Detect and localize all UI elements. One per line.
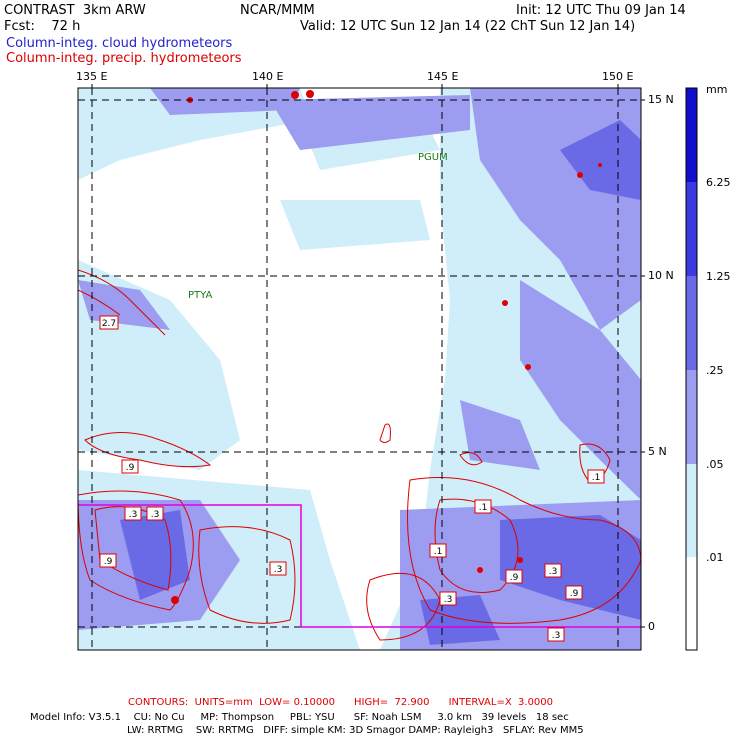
colorbar-label: .25	[706, 364, 724, 377]
colorbar-label: .01	[706, 551, 724, 564]
model-info-line2: LW: RRTMG SW: RRTMG DIFF: simple KM: 3D …	[127, 725, 584, 736]
colorbar-unit: mm	[706, 83, 728, 96]
center-title: NCAR/MMM	[240, 3, 315, 18]
model-title: CONTRAST 3km ARW	[4, 3, 146, 18]
init-time: Init: 12 UTC Thu 09 Jan 14	[516, 3, 686, 18]
contour-label: .3	[552, 631, 561, 641]
contour-label: .3	[151, 510, 160, 520]
lon-tick-label: 150 E	[602, 70, 634, 83]
contour-label: .1	[434, 547, 443, 557]
lon-tick-label: 135 E	[76, 70, 108, 83]
nested-domain-box	[78, 504, 641, 628]
lon-tick-label: 140 E	[252, 70, 284, 83]
lon-tick-label: 145 E	[427, 70, 459, 83]
contour-info: CONTOURS: UNITS=mm LOW= 0.10000 HIGH= 72…	[128, 697, 554, 708]
contour-label: .9	[126, 463, 135, 473]
contour-label: .3	[549, 567, 558, 577]
lat-tick-label: 5 N	[648, 445, 667, 458]
contour-label-boxes	[99, 315, 605, 642]
map-frame	[77, 87, 642, 651]
field-name-cloud: Column-integ. cloud hydrometeors	[6, 36, 233, 51]
tick-marks	[91, 84, 645, 628]
contour-label: .1	[479, 503, 488, 513]
contour-label: .3	[274, 565, 283, 575]
colorbar-label: 6.25	[706, 176, 731, 189]
station-label-pgum: PGUM	[418, 152, 448, 163]
cloud-shading-dark	[120, 120, 641, 645]
contour-label: .9	[104, 557, 113, 567]
contour-label: .3	[129, 510, 138, 520]
contour-label: .3	[444, 595, 453, 605]
contour-label: .9	[510, 573, 519, 583]
field-name-precip: Column-integ. precip. hydrometeors	[6, 51, 242, 66]
colorbar	[685, 87, 698, 651]
lat-tick-label: 10 N	[648, 269, 674, 282]
lat-tick-label: 0	[648, 620, 655, 633]
contour-label: .9	[570, 589, 579, 599]
model-info-line1: Model Info: V3.5.1 CU: No Cu MP: Thompso…	[30, 712, 569, 723]
colorbar-label: 1.25	[706, 270, 731, 283]
valid-time: Valid: 12 UTC Sun 12 Jan 14 (22 ChT Sun …	[300, 19, 636, 34]
contour-label: 2.7	[102, 319, 116, 329]
forecast-hour: Fcst: 72 h	[4, 19, 81, 34]
colorbar-label: .05	[706, 458, 724, 471]
lat-tick-label: 15 N	[648, 93, 674, 106]
map-plot-area: 2.7 .9 .3 .3 .9 .3 .1 .1 .3 .9 .3 .9 .1 .3	[78, 88, 641, 650]
contour-label: .1	[592, 473, 601, 483]
station-label-ptya: PTYA	[188, 290, 213, 301]
